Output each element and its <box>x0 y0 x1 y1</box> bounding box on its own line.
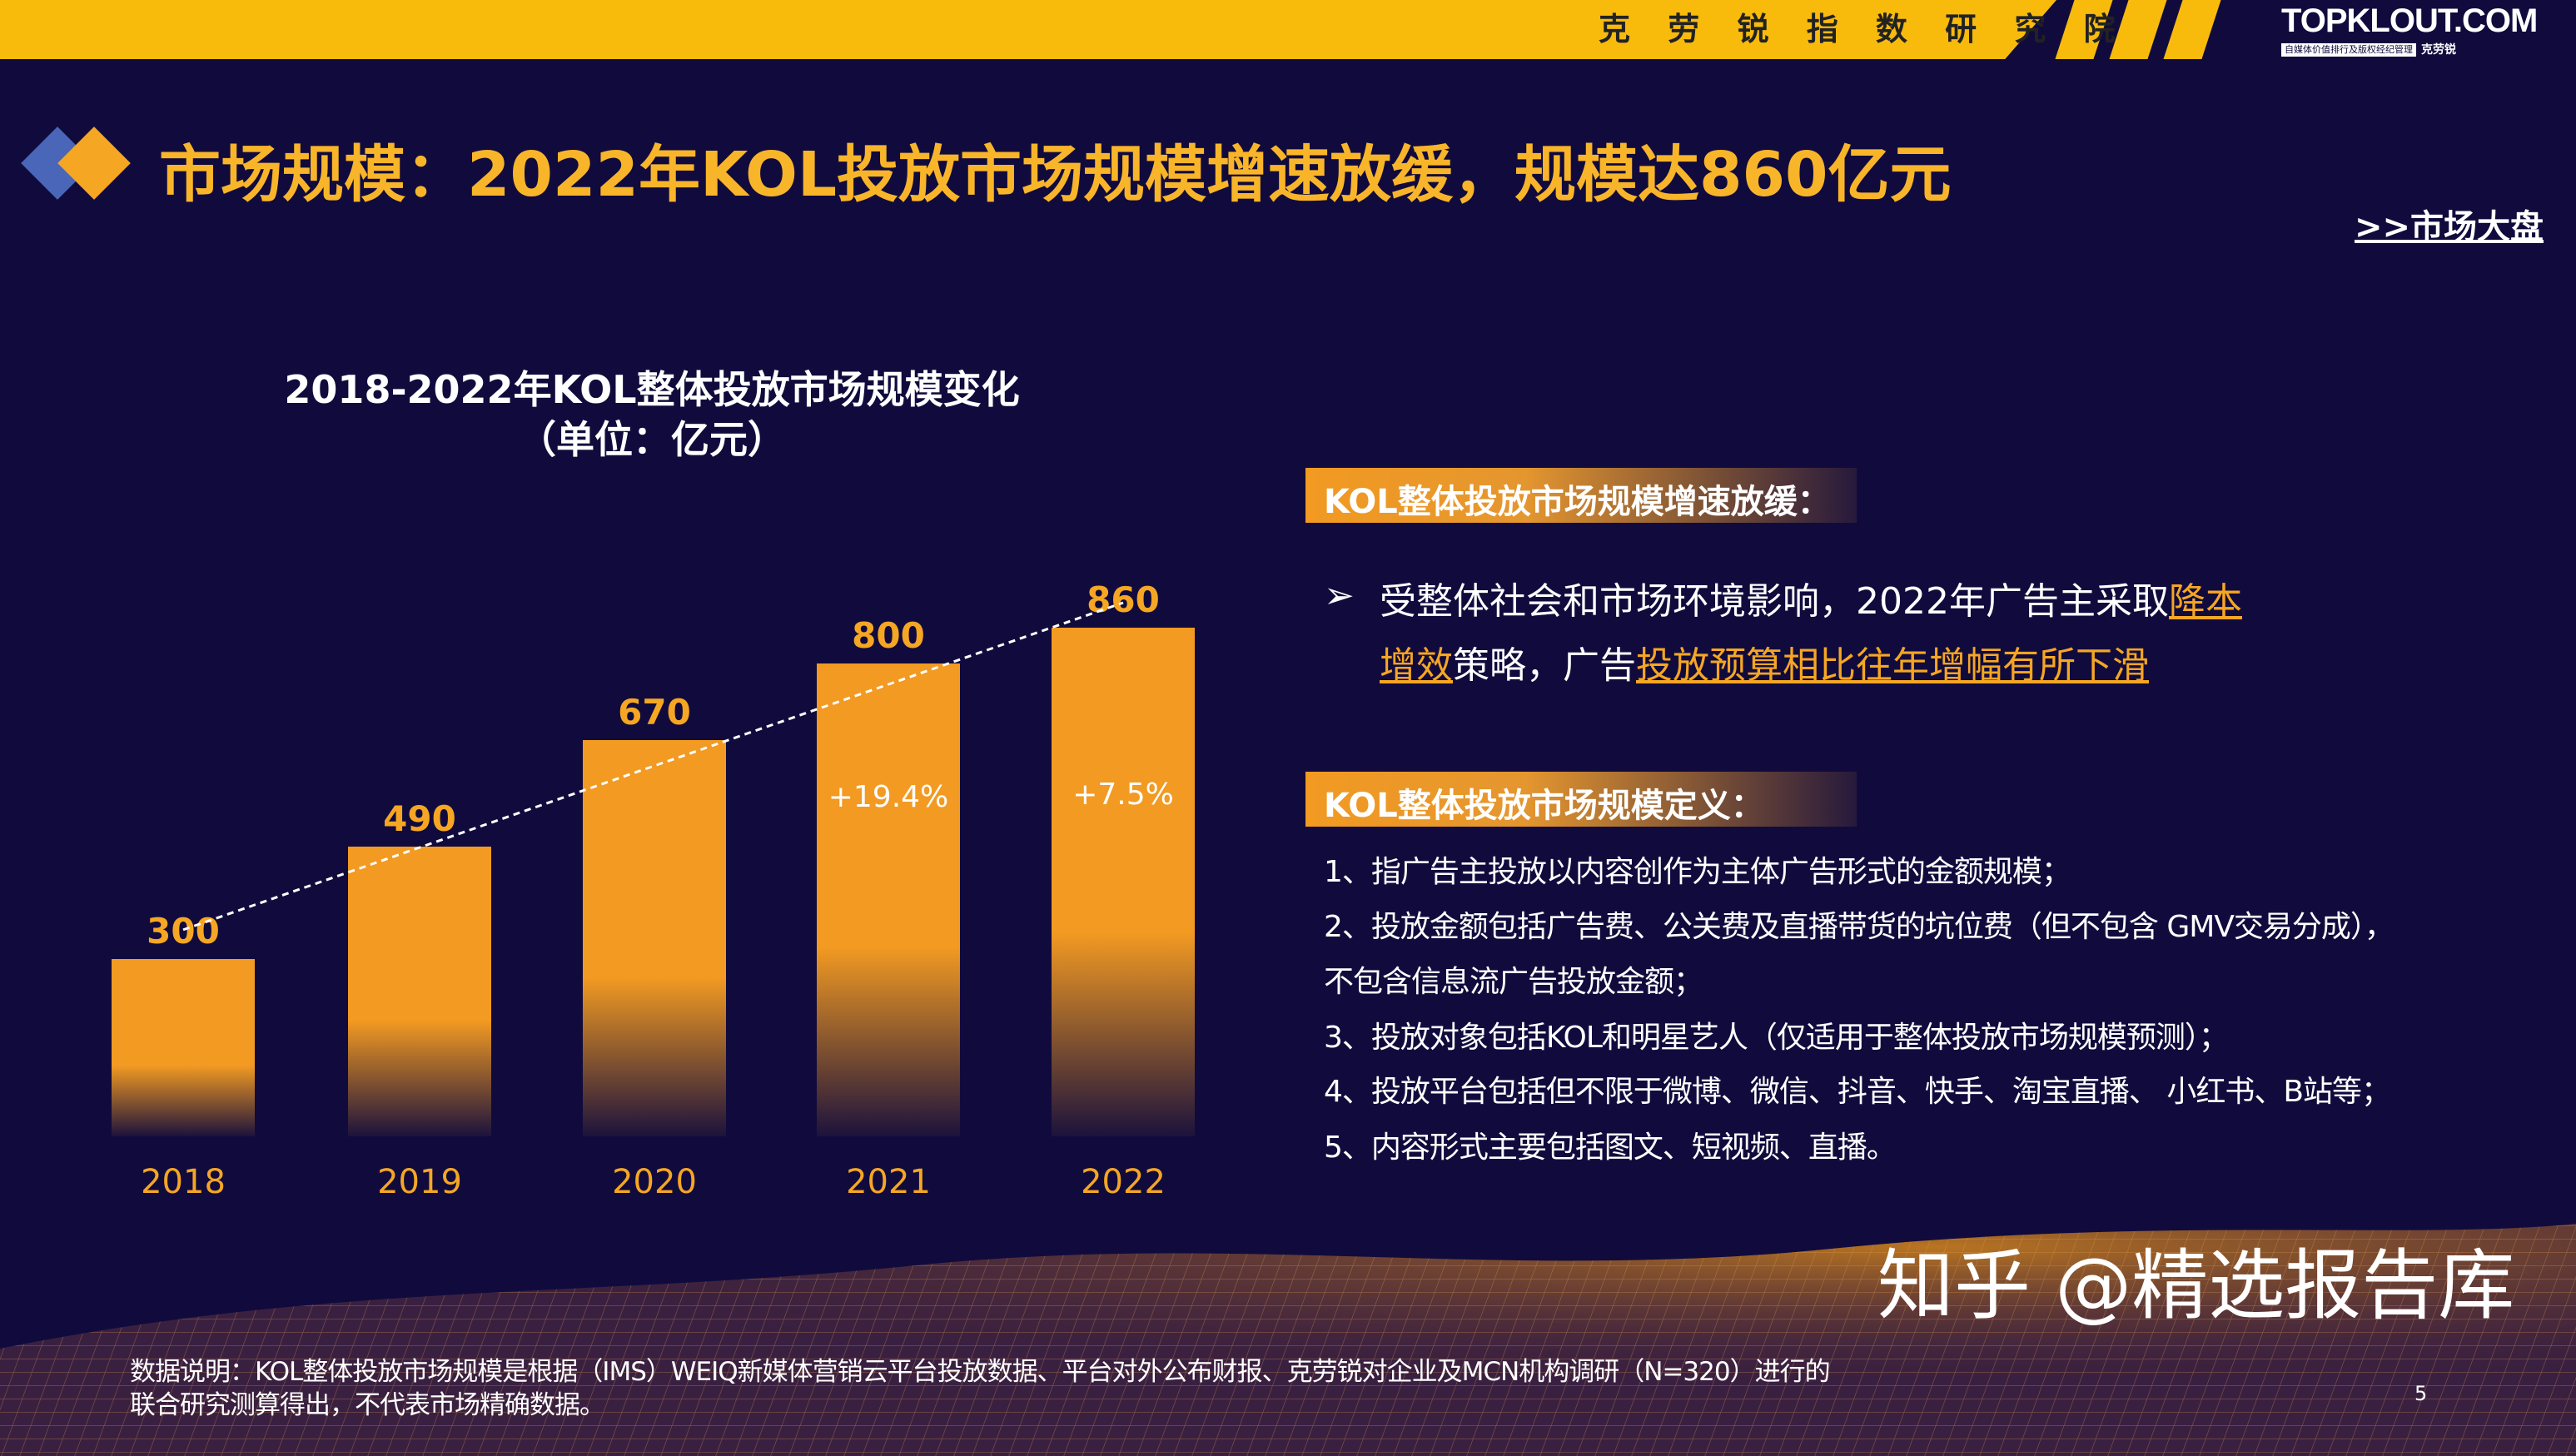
value-label: 490 <box>383 798 456 839</box>
chart-subtitle: （单位：亿元） <box>518 417 786 462</box>
chart-title: 2018-2022年KOL整体投放市场规模变化 <box>284 367 1020 412</box>
highlight: 投放预算相比往年增幅有所下滑 <box>1636 644 2149 687</box>
growth-label: +7.5% <box>1072 778 1174 812</box>
section-heading-growth: KOL整体投放市场规模增速放缓： <box>1305 468 1857 523</box>
definition-line: 不包含信息流广告投放金额； <box>1324 965 1703 999</box>
bar-2019 <box>348 846 491 1136</box>
data-footnote: 数据说明：KOL整体投放市场规模是根据（IMS）WEIQ新媒体营销云平台投放数据… <box>130 1357 1831 1420</box>
x-tick-label: 2019 <box>377 1163 462 1201</box>
x-tick-label: 2020 <box>612 1163 697 1201</box>
top-banner <box>0 0 2056 59</box>
definition-line: 5、内容形式主要包括图文、短视频、直播。 <box>1324 1131 1897 1165</box>
watermark: 知乎 @精选报告库 <box>1877 1241 2515 1330</box>
logo-cn: 克劳锐 <box>2421 43 2456 57</box>
text: 策略，广告 <box>1453 644 1636 687</box>
bullet-arrow-icon: ➢ <box>1324 574 1355 617</box>
section-heading-definition: KOL整体投放市场规模定义： <box>1305 772 1857 827</box>
value-label: 860 <box>1087 579 1160 620</box>
value-label: 300 <box>147 910 220 952</box>
x-tick-label: 2021 <box>846 1163 931 1201</box>
text: 受整体社会和市场环境影响，2022年广告主采取 <box>1380 580 2169 623</box>
bar-2020 <box>583 739 726 1136</box>
bar-2021 <box>817 663 960 1136</box>
definition-line: 3、投放对象包括KOL和明星艺人（仅适用于整体投放市场规模预测）； <box>1324 1021 2229 1055</box>
institute-name: 克 劳 锐 指 数 研 究 院 <box>1599 11 2129 47</box>
highlight: 降本增效 <box>1380 580 2242 687</box>
definition-line: 1、指广告主投放以内容创作为主体广告形式的金额规模； <box>1324 855 2071 889</box>
growth-text: 受整体社会和市场环境影响，2022年广告主采取降本增效策略，广告投放预算相比往年… <box>1380 569 2254 698</box>
value-label: 800 <box>852 614 925 656</box>
bar-2022 <box>1052 628 1195 1136</box>
value-label: 670 <box>618 691 691 733</box>
x-tick-label: 2022 <box>1081 1163 1166 1201</box>
bar-2018 <box>112 958 255 1136</box>
page-number: 5 <box>2414 1382 2428 1405</box>
logo-tagline-text: 自媒体价值排行及版权经纪管理 <box>2281 43 2416 57</box>
topklout-logo: TOPKLOUT.COM <box>2281 2 2538 39</box>
definition-line: 4、投放平台包括但不限于微博、微信、抖音、快手、淘宝直播、 小红书、B站等； <box>1324 1075 2391 1109</box>
x-tick-label: 2018 <box>141 1163 226 1201</box>
growth-label: +19.4% <box>828 779 949 814</box>
definition-line: 2、投放金额包括广告费、公关费及直播带货的坑位费（但不包含 GMV交易分成）， <box>1324 910 2394 944</box>
market-overview-link[interactable]: >>市场大盘 <box>2355 208 2544 246</box>
logo-tagline: 自媒体价值排行及版权经纪管理 克劳锐 <box>2281 43 2456 57</box>
page-title: 市场规模：2022年KOL投放市场规模增速放缓，规模达860亿元 <box>159 139 1952 211</box>
